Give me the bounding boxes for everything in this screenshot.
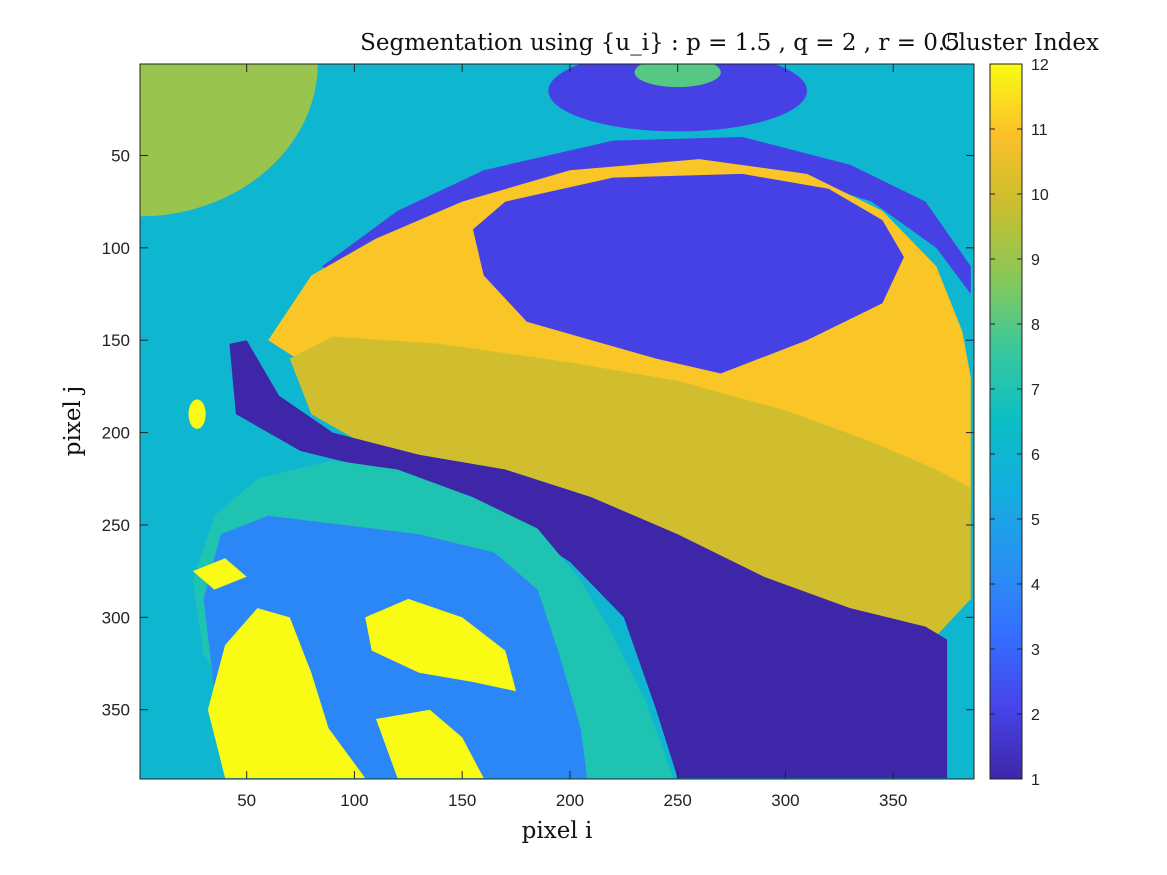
x-tick-label-350: 350 [879, 791, 907, 810]
y-tick-label-150: 150 [102, 331, 130, 350]
x-tick-label-50: 50 [237, 791, 256, 810]
colorbar-tick-label-11: 11 [1031, 122, 1048, 139]
colorbar-tick-label-9: 9 [1031, 252, 1040, 269]
y-tick-label-250: 250 [102, 516, 130, 535]
y-axis: 50 100 150 200 250 300 350 [102, 146, 974, 720]
region-cluster-8-2 [634, 64, 721, 88]
region-cluster-12-11 [365, 598, 517, 692]
x-tick-label-150: 150 [448, 791, 476, 810]
region-cluster-10-6 [289, 336, 971, 636]
region-cluster-1-7 [229, 340, 948, 779]
region-cluster-12-12 [192, 558, 247, 590]
x-tick-label-300: 300 [771, 791, 799, 810]
chart-title: Segmentation using {u_i} : p = 1.5 , q =… [360, 30, 960, 56]
colorbar-tick-label-5: 5 [1031, 512, 1040, 529]
y-tick-label-100: 100 [102, 239, 130, 258]
y-tick-label-200: 200 [102, 424, 130, 443]
y-tick-label-350: 350 [102, 701, 130, 720]
colorbar-tick-label-4: 4 [1031, 577, 1040, 594]
y-tick-label-50: 50 [111, 146, 130, 165]
plot-frame [139, 63, 975, 780]
region-cluster-12-10 [207, 608, 366, 779]
region-cluster-12-13 [188, 399, 206, 429]
x-axis: 50 100 150 200 250 300 350 [237, 64, 907, 810]
colorbar-tick-label-2: 2 [1031, 707, 1040, 724]
region-cluster-12-14 [375, 709, 484, 779]
x-tick-label-250: 250 [663, 791, 691, 810]
region-cluster-9-0 [140, 64, 318, 217]
colorbar-tick-label-3: 3 [1031, 642, 1040, 659]
colorbar-tick-label-6: 6 [1031, 447, 1040, 464]
colorbar-tick-label-12: 12 [1031, 57, 1049, 74]
segmentation-regions [140, 64, 971, 779]
colorbar-tick-label-7: 7 [1031, 382, 1040, 399]
y-axis-label: pixel j [60, 386, 86, 456]
y-tick-label-300: 300 [102, 608, 130, 627]
x-tick-label-200: 200 [556, 791, 584, 810]
colorbar-tick-label-1: 1 [1031, 772, 1040, 789]
colorbar-tick-label-10: 10 [1031, 187, 1049, 204]
x-axis-label: pixel i [522, 818, 593, 844]
colorbar-tick-label-8: 8 [1031, 317, 1040, 334]
region-cluster-2-1 [548, 64, 807, 132]
region-cluster-2-5 [472, 173, 904, 374]
plot-area [139, 63, 975, 780]
colorbar-gradient [990, 64, 1022, 779]
x-tick-label-100: 100 [340, 791, 368, 810]
colorbar-title: Cluster Index [941, 30, 1099, 56]
colorbar-frame [989, 63, 1023, 780]
